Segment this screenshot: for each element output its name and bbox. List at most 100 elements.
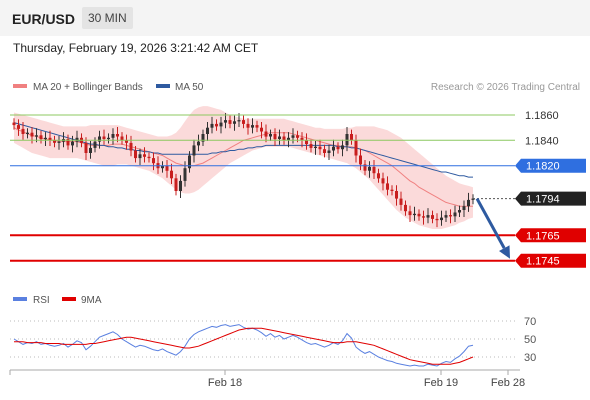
rsi-panel: 70 50 30: [10, 316, 536, 367]
candle-body: [102, 136, 106, 139]
bollinger-band: [14, 106, 473, 229]
rsi-ma-legend-label: 9MA: [81, 295, 102, 306]
rsi-ma-line: [14, 327, 474, 365]
candle-body: [48, 137, 52, 141]
candle-body: [404, 204, 407, 212]
candle-body: [129, 142, 133, 151]
candle-body: [471, 198, 475, 200]
candle-body: [138, 154, 142, 159]
candle-body: [309, 144, 313, 148]
candle-body: [57, 141, 61, 143]
candle-body: [345, 134, 349, 146]
candle-body: [143, 154, 146, 157]
candle-body: [318, 146, 322, 150]
candle-body: [179, 180, 182, 191]
candle-body: [462, 206, 466, 210]
candle-body: [359, 155, 362, 165]
candle-body: [237, 120, 241, 122]
candle-body: [75, 137, 79, 142]
candle-body: [210, 123, 214, 128]
candle-body: [399, 198, 403, 205]
candle-body: [440, 217, 443, 221]
candle-body: [147, 156, 151, 159]
candle-body: [408, 211, 412, 216]
candle-body: [116, 134, 119, 137]
candle-body: [444, 215, 448, 218]
projection-arrow-head: [499, 245, 510, 259]
candle-body: [435, 218, 439, 221]
projection-arrow: [475, 197, 506, 249]
candle-body: [165, 165, 169, 171]
price-level-tag: [515, 228, 586, 243]
candle-body: [192, 145, 196, 156]
candle-body: [431, 215, 434, 219]
candle-body: [372, 166, 376, 174]
ma50-legend-swatch: [156, 84, 170, 88]
candle-body: [93, 141, 97, 148]
candle-body: [273, 134, 277, 140]
price-level-label: 1.1840: [525, 135, 559, 147]
credit-label: Research © 2026 Trading Central: [431, 82, 580, 93]
timestamp: Thursday, February 19, 2026 3:21:42 AM C…: [13, 41, 259, 55]
candle-body: [269, 134, 272, 137]
candle-body: [30, 132, 34, 137]
candle-body: [363, 164, 367, 171]
candle-body: [413, 213, 416, 216]
candle-body: [251, 125, 254, 128]
ma20-legend-label: MA 20 + Bollinger Bands: [33, 82, 143, 93]
candle-body: [368, 166, 371, 171]
timeframe-badge[interactable]: 30 MIN: [82, 7, 133, 29]
candle-body: [21, 128, 25, 134]
candle-body: [300, 137, 304, 141]
candle-body: [183, 168, 187, 181]
candle-body: [219, 122, 223, 127]
candle-body: [111, 134, 115, 138]
candle-body: [260, 127, 263, 132]
candle-body: [417, 213, 421, 217]
rsi-legend-label: RSI: [33, 295, 50, 306]
candle-body: [305, 140, 308, 145]
rsi-ma-legend-swatch: [62, 297, 76, 301]
candle-body: [170, 170, 173, 179]
candle-body: [224, 120, 227, 123]
candle-body: [12, 122, 16, 126]
candle-body: [323, 149, 326, 153]
candle-body: [314, 146, 317, 148]
candle-body: [291, 135, 295, 138]
candle-body: [71, 141, 74, 146]
price-level-tag: [515, 253, 586, 268]
candle-body: [44, 137, 47, 140]
candle-body: [255, 125, 259, 128]
candle-body: [341, 145, 344, 150]
ma50-legend-label: MA 50: [175, 82, 204, 93]
candle-body: [35, 135, 38, 137]
top-bar: EUR/USD 30 MIN: [0, 0, 590, 36]
candle-body: [215, 123, 218, 127]
candle-body: [264, 131, 268, 137]
candle-body: [84, 142, 88, 153]
x-tick-label: Feb 19: [424, 377, 458, 389]
symbol-label: EUR/USD: [12, 11, 76, 27]
candle-body: [246, 123, 250, 128]
candle-body: [39, 135, 43, 140]
candle-body: [278, 136, 281, 139]
candle-body: [287, 137, 290, 141]
rsi-tick-label: 70: [524, 316, 536, 328]
rsi-legend-swatch: [13, 297, 27, 301]
candle-body: [188, 155, 191, 169]
candle-body: [458, 210, 461, 213]
last-price-tag: [515, 191, 586, 206]
candle-body: [53, 140, 56, 143]
candle-body: [395, 191, 398, 199]
candle-body: [161, 165, 164, 169]
candle-body: [354, 140, 358, 156]
candle-body: [381, 178, 385, 184]
candle-body: [332, 146, 335, 151]
candle-body: [98, 136, 101, 142]
candle-body: [350, 134, 353, 141]
candle-body: [449, 215, 452, 217]
x-tick-label: Feb 28: [491, 377, 525, 389]
candle-body: [206, 127, 209, 134]
candle-body: [152, 158, 155, 164]
